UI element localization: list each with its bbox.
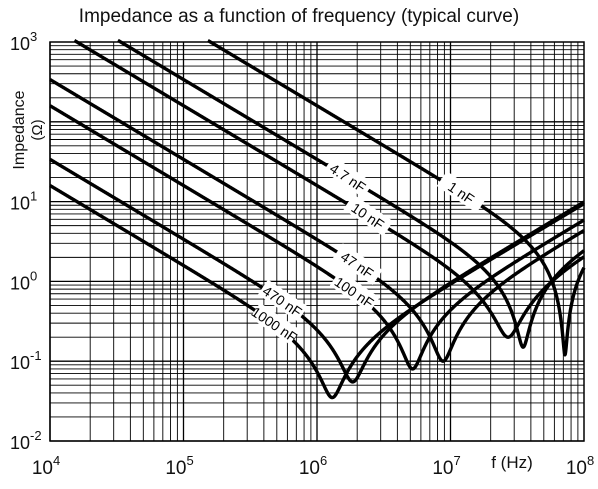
y-tick-label: 10-1 — [10, 348, 42, 373]
series-label-bg — [323, 156, 374, 198]
chart-title: Impedance as a function of frequency (ty… — [78, 6, 520, 27]
curve-100-nf — [48, 104, 586, 371]
x-tick-label: 105 — [165, 453, 193, 479]
x-tick-label: 108 — [566, 453, 594, 479]
x-tick-label: 106 — [299, 453, 327, 479]
series-label-bg — [250, 302, 300, 345]
y-axis-label: Impedance — [11, 90, 28, 169]
y-axis-unit: (Ω) — [29, 119, 46, 140]
x-tick-label: 107 — [432, 453, 460, 479]
series-label-bg — [436, 171, 487, 213]
series-label-bg — [332, 243, 383, 285]
y-tick-label: 10-2 — [10, 428, 42, 453]
x-axis-label: f (Hz) — [491, 453, 533, 472]
series-label-bg — [343, 194, 394, 237]
series-label-bg — [257, 279, 308, 322]
series-label-group: 4.7 nF — [323, 156, 374, 198]
tick-labels: 104 105 106 107 108 10-2 10-1 100 101 103 — [10, 29, 594, 479]
x-tick-label: 104 — [32, 453, 60, 479]
plot-frame — [49, 41, 585, 442]
curve-1-nf — [206, 39, 586, 357]
curve-47-nf — [48, 78, 586, 363]
y-tick-label: 103 — [10, 29, 37, 54]
curve-1000-nf — [48, 184, 586, 400]
y-tick-label: 100 — [10, 268, 37, 293]
curve-10-nf — [73, 39, 586, 339]
series-label-bg — [329, 270, 380, 313]
y-tick-label: 101 — [10, 189, 37, 214]
